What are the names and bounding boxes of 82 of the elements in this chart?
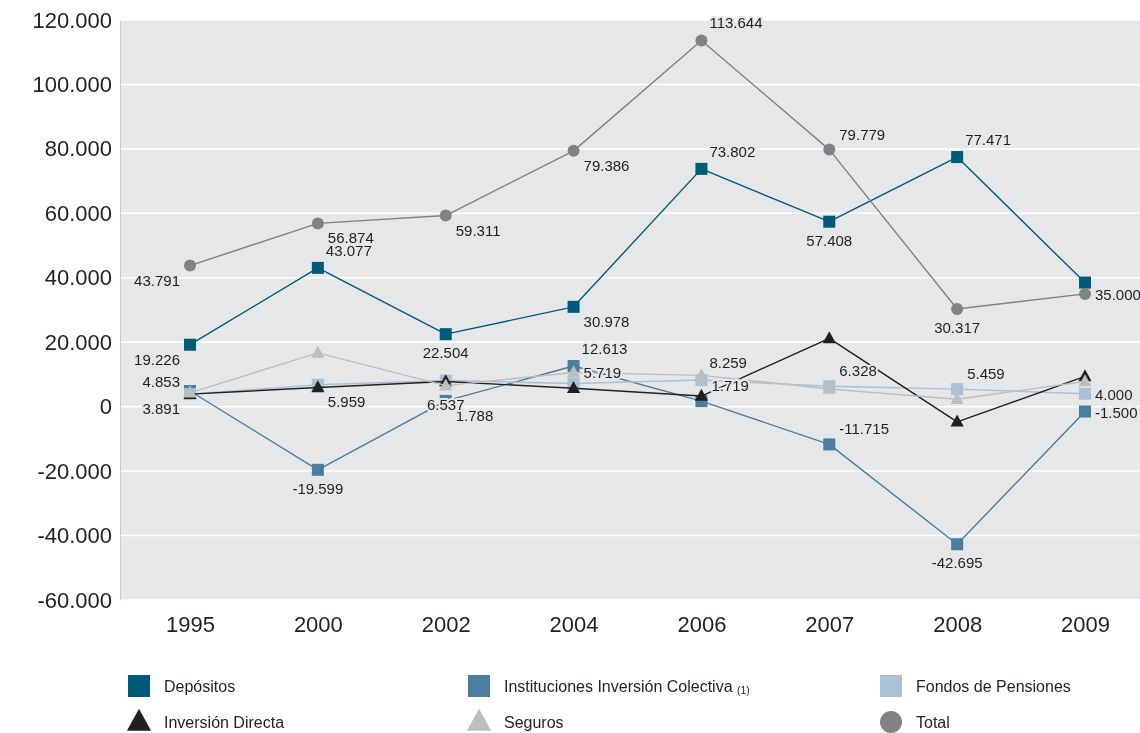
legend-label: Instituciones Inversión Colectiva $_{(1)}$ xyxy=(504,678,750,696)
point xyxy=(950,414,964,427)
point xyxy=(823,143,836,156)
data-label: 59.311 xyxy=(455,221,501,239)
data-label: 19.226 xyxy=(134,350,180,368)
x-tick-label: 2002 xyxy=(421,611,471,637)
point xyxy=(184,259,196,272)
legend-label: Seguros xyxy=(504,714,564,731)
point xyxy=(311,217,324,230)
point xyxy=(567,300,580,313)
data-label: 30.978 xyxy=(583,312,630,330)
y-tick-label: -60.000 xyxy=(37,587,112,613)
data-label: -1.500 xyxy=(1095,403,1138,421)
y-tick-label: 40.000 xyxy=(44,265,112,291)
data-label: 56.874 xyxy=(327,229,374,247)
data-label: -19.599 xyxy=(292,479,344,497)
data-label: -11.715 xyxy=(839,420,890,438)
y-tick-label: -40.000 xyxy=(37,523,112,549)
x-tick-label: 2009 xyxy=(1061,611,1110,637)
data-label: 3.891 xyxy=(142,400,180,418)
data-label: 77.471 xyxy=(965,131,1012,149)
y-tick-label: 120.000 xyxy=(32,7,112,33)
x-tick-label: 2004 xyxy=(549,611,599,637)
point xyxy=(951,383,964,396)
point xyxy=(695,34,708,47)
data-label: 43.791 xyxy=(134,271,180,289)
data-label: 6.328 xyxy=(839,362,877,380)
data-label: 35.000 xyxy=(1095,285,1140,303)
data-label: 5.459 xyxy=(967,365,1005,383)
point xyxy=(951,302,964,315)
point xyxy=(311,463,324,476)
data-label: 73.802 xyxy=(709,142,756,160)
y-tick-label: 80.000 xyxy=(44,136,112,162)
point xyxy=(567,144,580,157)
data-label: 22.504 xyxy=(422,344,469,362)
point xyxy=(951,538,964,551)
data-label: 8.259 xyxy=(709,354,747,372)
point xyxy=(311,345,325,358)
legend-label: Fondos de Pensiones xyxy=(916,678,1071,695)
point xyxy=(1078,374,1092,387)
point xyxy=(951,151,964,164)
data-label: 4.853 xyxy=(142,373,180,391)
point xyxy=(695,162,708,175)
point xyxy=(439,378,453,391)
data-label: 57.408 xyxy=(806,231,853,249)
data-label: 113.644 xyxy=(709,14,763,32)
legend-label: Depósitos xyxy=(164,678,236,695)
legend-label: Total xyxy=(916,714,950,731)
data-label: 79.779 xyxy=(839,125,886,143)
data-label: 79.386 xyxy=(583,156,630,174)
point xyxy=(566,381,581,394)
point xyxy=(1079,387,1091,400)
x-tick-label: 2000 xyxy=(293,611,343,637)
point xyxy=(694,388,709,401)
point xyxy=(1079,405,1091,418)
point xyxy=(566,365,581,378)
point xyxy=(439,328,452,341)
point xyxy=(184,338,196,351)
point xyxy=(822,331,836,344)
y-tick-label: 60.000 xyxy=(44,200,112,226)
point xyxy=(950,392,964,405)
y-tick-label: 100.000 xyxy=(32,71,112,97)
point xyxy=(439,209,452,222)
x-tick-label: 2008 xyxy=(933,611,983,637)
data-label: -42.695 xyxy=(931,554,983,572)
x-tick-label: 2006 xyxy=(677,611,727,637)
data-label: 12.613 xyxy=(581,340,628,358)
x-tick-label: 1995 xyxy=(166,611,215,637)
data-label: 5.959 xyxy=(327,393,366,411)
point xyxy=(1079,287,1091,300)
data-label: 4.000 xyxy=(1095,385,1133,403)
y-tick-label: -20.000 xyxy=(37,458,112,484)
y-tick-label: 0 xyxy=(99,394,112,420)
point xyxy=(311,261,324,274)
legend-label: Inversión Directa xyxy=(164,714,285,731)
y-tick-label: 20.000 xyxy=(44,329,112,355)
data-label: 30.317 xyxy=(934,318,981,336)
point xyxy=(1079,276,1091,289)
point xyxy=(694,368,709,381)
point xyxy=(823,438,836,451)
x-tick-label: 2007 xyxy=(805,611,855,637)
point xyxy=(823,215,836,228)
